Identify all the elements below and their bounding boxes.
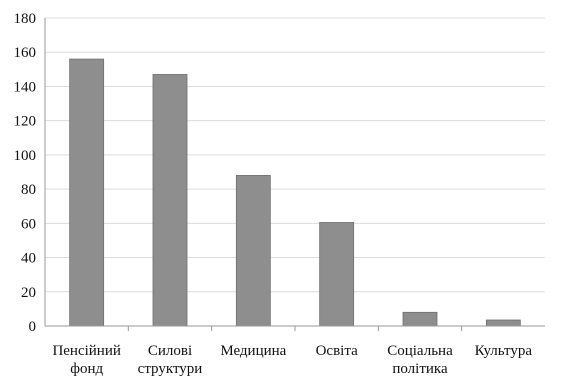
x-tick-label: Культура xyxy=(475,343,533,359)
x-tick-label: Медицина xyxy=(220,343,286,359)
y-tick-label: 20 xyxy=(21,285,36,301)
y-tick-label: 140 xyxy=(14,79,37,95)
x-tick-label: Силові структури xyxy=(138,343,203,377)
y-tick-label: 40 xyxy=(21,251,36,267)
y-tick-label: 160 xyxy=(14,45,37,61)
y-tick-label: 80 xyxy=(21,182,36,198)
bar xyxy=(235,175,271,327)
gridlines xyxy=(45,17,545,293)
y-tick-label: 60 xyxy=(21,216,36,232)
y-tick-label: 0 xyxy=(29,319,37,335)
y-tick-label: 120 xyxy=(14,114,37,130)
x-tick-label: Пенсійний фонд xyxy=(52,343,120,377)
y-tick-label: 180 xyxy=(14,11,37,27)
x-tick-labels: Пенсійний фонд Силові структури Медицина Осві… xyxy=(52,343,532,377)
bar xyxy=(402,311,438,327)
y-tick-label: 100 xyxy=(14,148,37,164)
axes xyxy=(44,18,545,331)
bars xyxy=(69,58,521,327)
bar xyxy=(485,319,521,327)
y-tick-labels: 0 20 40 60 80 100 120 140 160 180 xyxy=(14,11,37,335)
bar xyxy=(152,74,188,327)
bar xyxy=(69,58,105,327)
x-tick-label: Соціальна політика xyxy=(387,343,453,377)
bar xyxy=(319,222,355,327)
x-tick-label: Освіта xyxy=(316,343,358,359)
